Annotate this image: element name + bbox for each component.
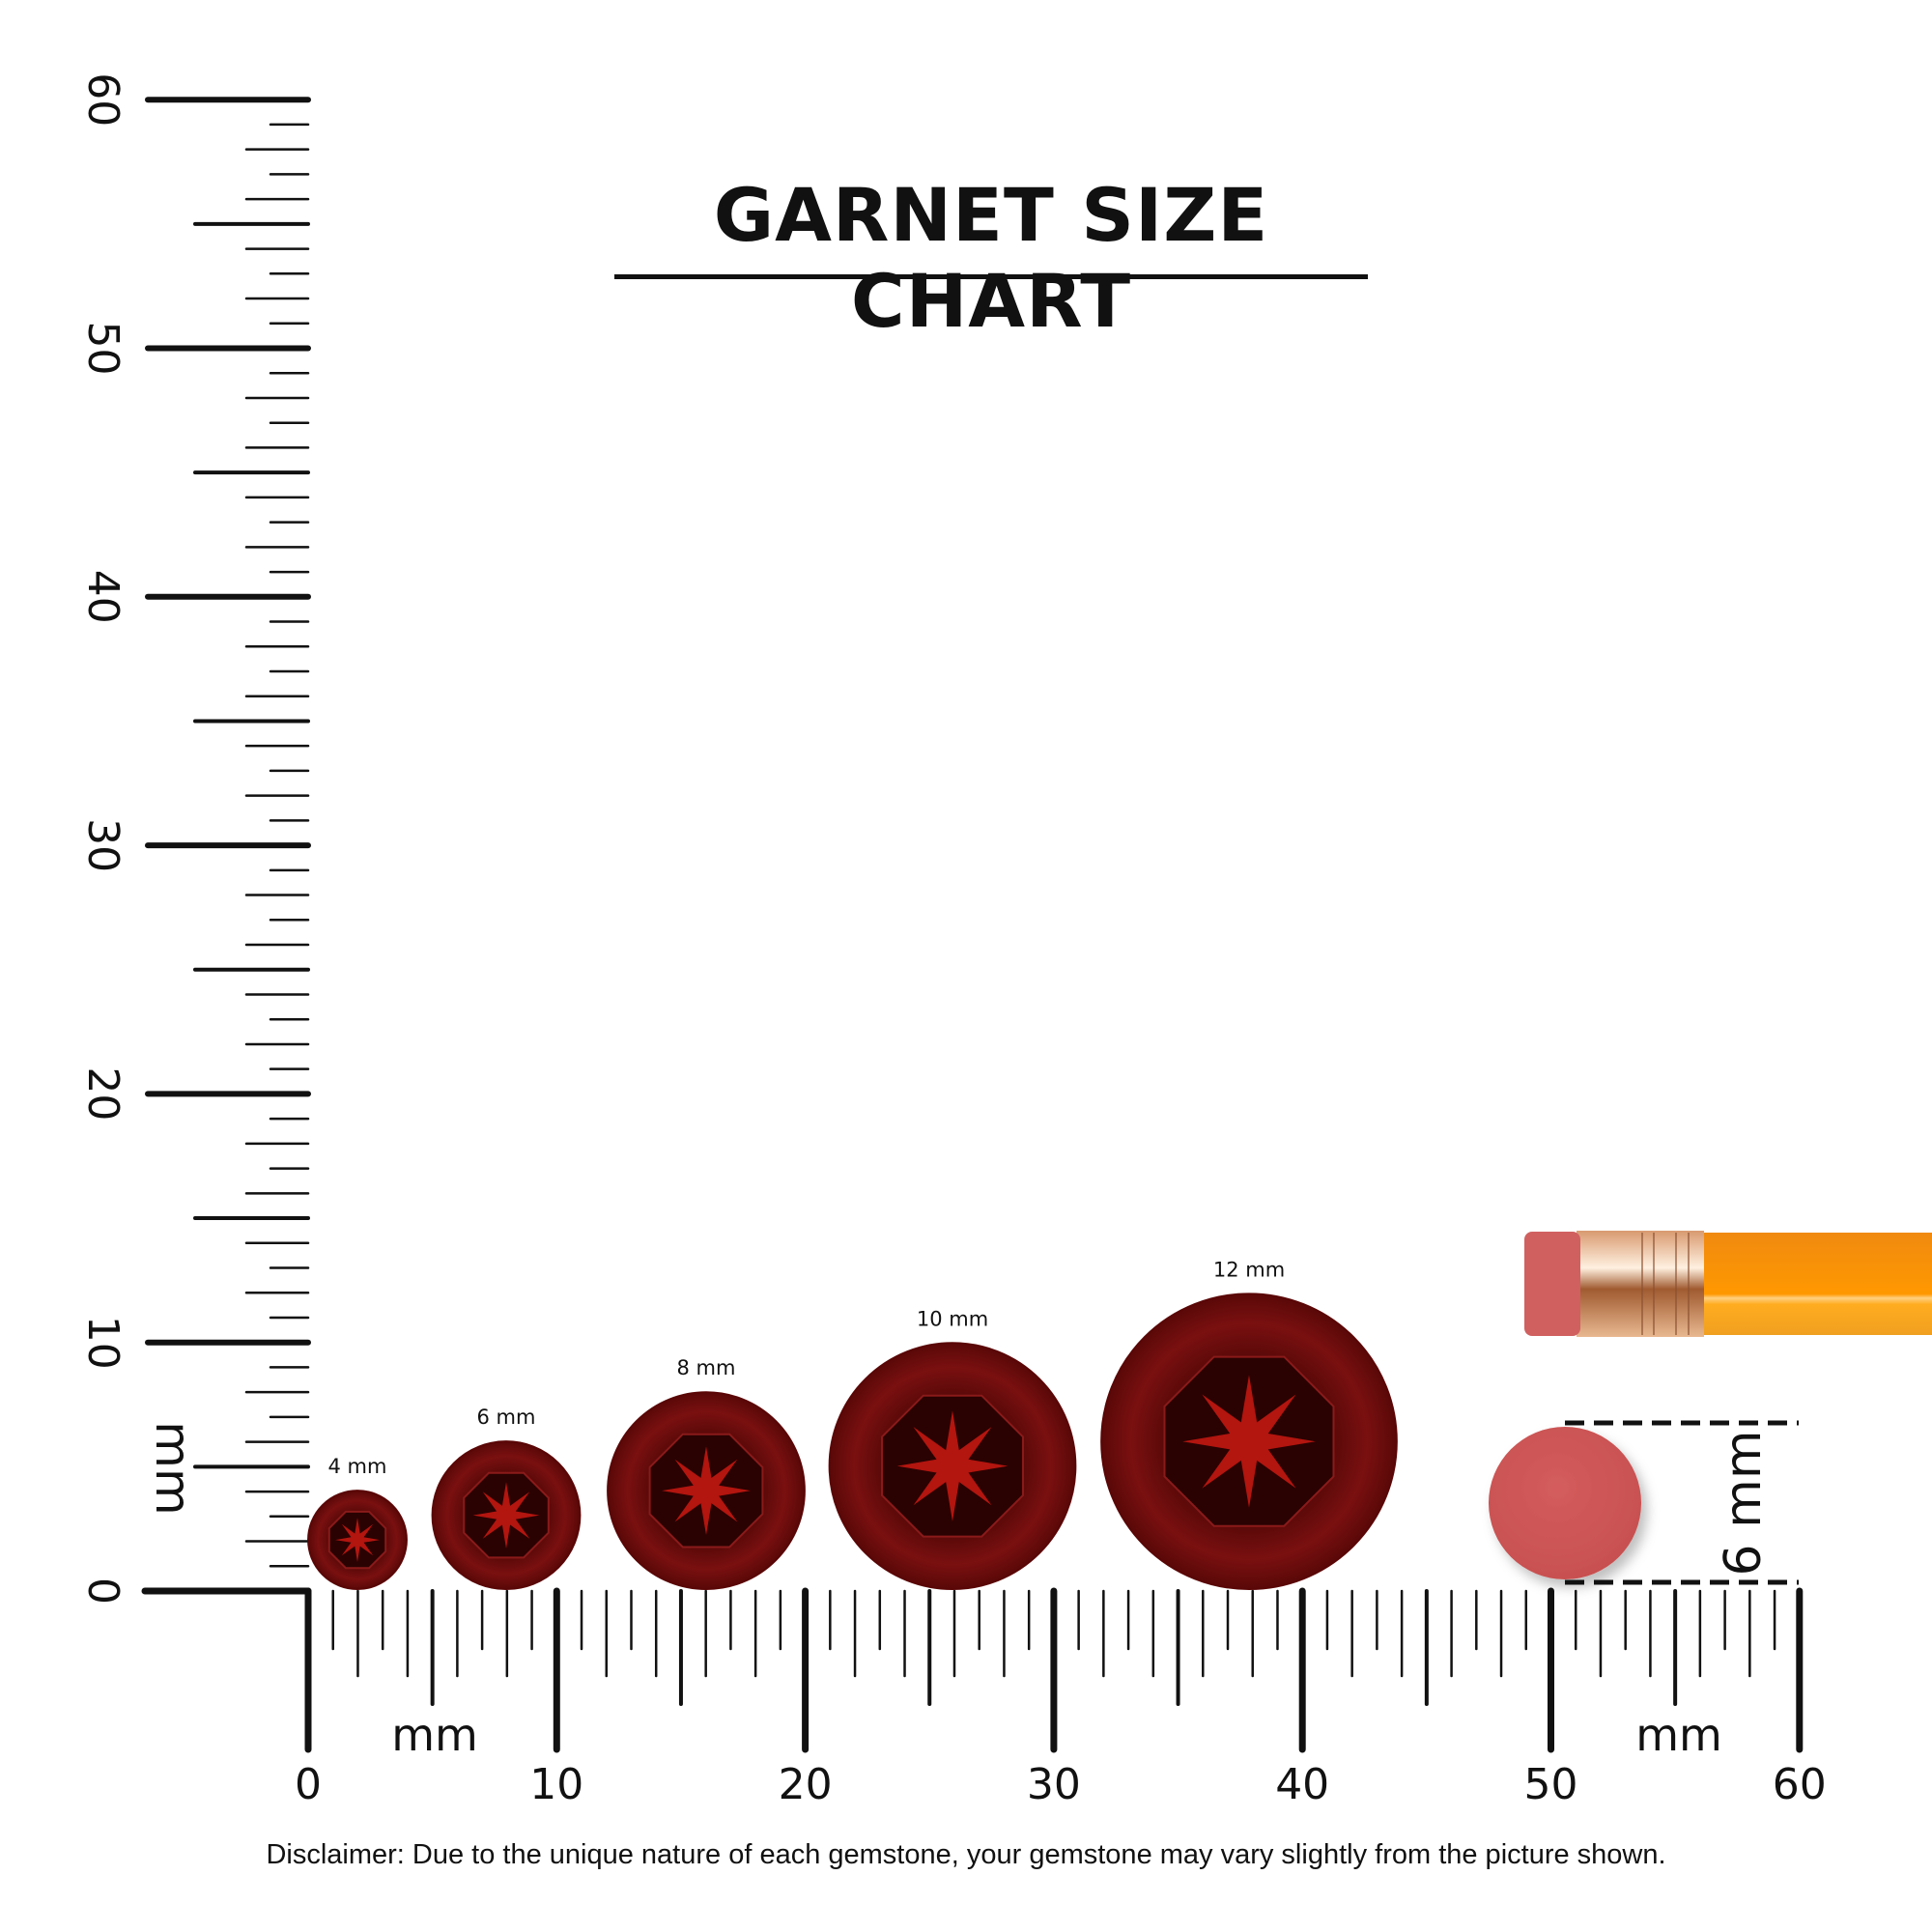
horizontal-tick-label: 20	[779, 1760, 833, 1809]
gem-star-facet	[1182, 1375, 1316, 1508]
horizontal-tick-label: 10	[529, 1760, 583, 1809]
gem-size-label: 6 mm	[477, 1406, 536, 1429]
ruler-labels: mm mm mm 0 10 20 30 40 50 60 0 10 20 30 40 50 60	[78, 72, 1827, 1809]
vertical-tick-label: 60	[78, 72, 128, 127]
gem-girdle	[431, 1440, 582, 1591]
horizontal-tick-label: 60	[1773, 1760, 1827, 1809]
pencil-eraser-tip	[1524, 1232, 1580, 1336]
vertical-tick-label: 30	[78, 818, 128, 872]
gem-8mm: 8 mm	[607, 1356, 806, 1591]
page-title: GARNET SIZE CHART	[713, 172, 1269, 344]
gem-girdle	[607, 1391, 806, 1591]
vertical-tick-label: 20	[78, 1066, 128, 1121]
reference-size-label: 6 mm	[1715, 1431, 1773, 1577]
pencil-body	[1700, 1233, 1932, 1335]
gem-6mm: 6 mm	[431, 1406, 582, 1591]
gem-girdle	[307, 1490, 408, 1590]
gem-star-facet	[335, 1518, 380, 1562]
horizontal-tick-label: 40	[1275, 1760, 1329, 1809]
eraser-circle	[1489, 1427, 1641, 1579]
horizontal-tick-label: 0	[295, 1760, 322, 1809]
horizontal-tick-label: 30	[1027, 1760, 1081, 1809]
vertical-tick-label: 50	[78, 322, 128, 376]
gem-row: 4 mm 6 mm 8 mm 10 mm 12 mm	[307, 1258, 1398, 1591]
gem-12mm: 12 mm	[1100, 1258, 1398, 1591]
gem-size-label: 8 mm	[677, 1356, 736, 1379]
reference-eraser: 6 mm	[1489, 1420, 1799, 1585]
gem-star-facet	[472, 1482, 540, 1548]
horizontal-unit-label-right: mm	[1635, 1709, 1722, 1761]
gem-size-label: 12 mm	[1213, 1258, 1285, 1281]
gem-star-facet	[662, 1446, 751, 1535]
gem-star-facet	[896, 1410, 1009, 1521]
title-underline	[614, 274, 1368, 279]
horizontal-unit-label-left: mm	[391, 1709, 478, 1761]
vertical-tick-label: 10	[78, 1316, 128, 1370]
gem-girdle	[828, 1342, 1077, 1590]
vertical-unit-label: mm	[145, 1421, 201, 1515]
gem-4mm: 4 mm	[307, 1455, 408, 1590]
pencil-ferrule	[1577, 1231, 1704, 1337]
gem-size-label: 10 mm	[917, 1307, 988, 1330]
gem-girdle	[1100, 1293, 1398, 1591]
ruler-ticks	[141, 97, 1804, 1753]
horizontal-tick-label: 50	[1524, 1760, 1578, 1809]
vertical-tick-label: 40	[78, 570, 128, 624]
disclaimer: Disclaimer: Due to the unique nature of …	[266, 1839, 1666, 1870]
vertical-tick-label: 0	[78, 1577, 128, 1605]
gem-size-label: 4 mm	[328, 1455, 387, 1478]
pencil	[1524, 1231, 1932, 1337]
gem-10mm: 10 mm	[828, 1307, 1077, 1590]
